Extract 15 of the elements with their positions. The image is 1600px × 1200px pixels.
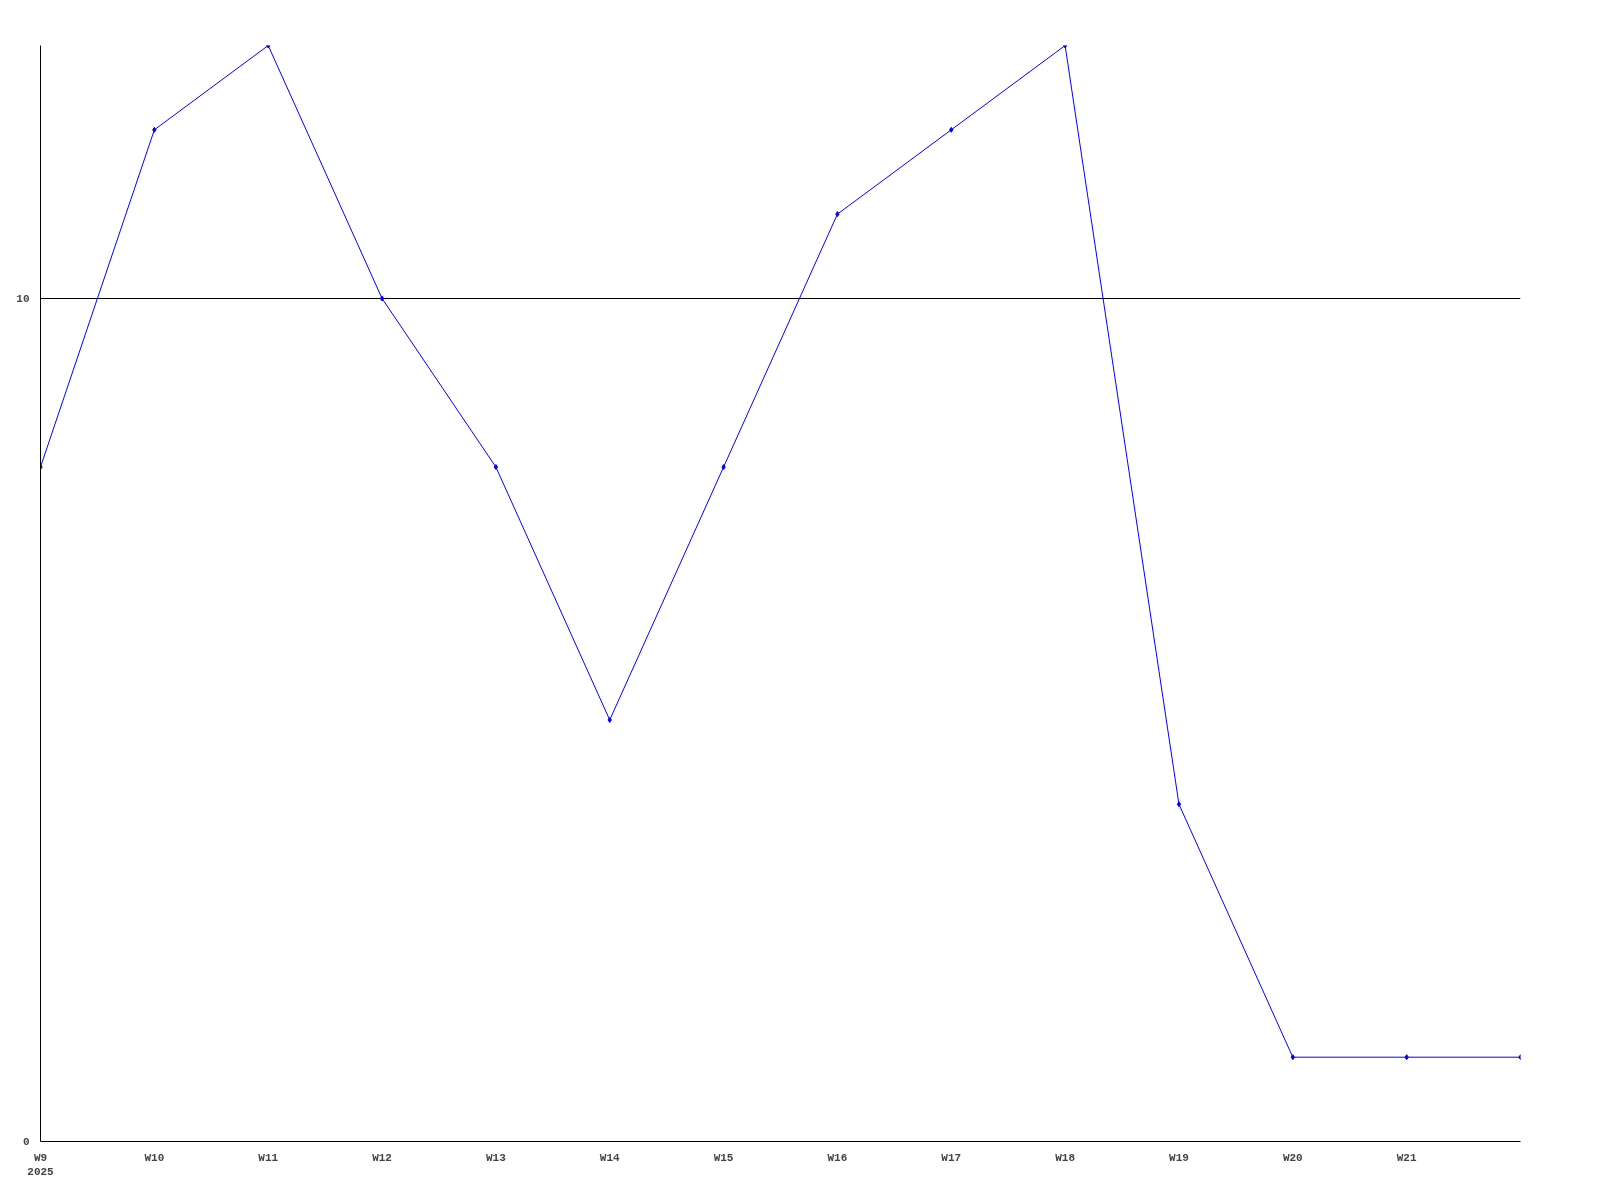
x-tick-label: W12	[372, 1151, 392, 1164]
x-tick-label: W9 2025	[27, 1151, 55, 1178]
x-tick-label: W17	[941, 1151, 962, 1164]
y-tick-label: 10	[16, 292, 30, 305]
x-tick-label: W15	[713, 1151, 734, 1164]
x-tick-label: W10	[144, 1151, 165, 1164]
x-tick-label: W20	[1282, 1151, 1303, 1164]
x-tick-label: W16	[827, 1151, 848, 1164]
x-tick-label: W18	[1055, 1151, 1076, 1164]
x-tick-label: W13	[485, 1151, 507, 1164]
x-tick-label: W19	[1169, 1151, 1189, 1164]
x-tick-label: W21	[1396, 1151, 1417, 1164]
y-tick-label: 0	[22, 1136, 30, 1148]
x-tick-label: W14	[599, 1151, 621, 1164]
x-tick-label: W11	[258, 1151, 279, 1164]
